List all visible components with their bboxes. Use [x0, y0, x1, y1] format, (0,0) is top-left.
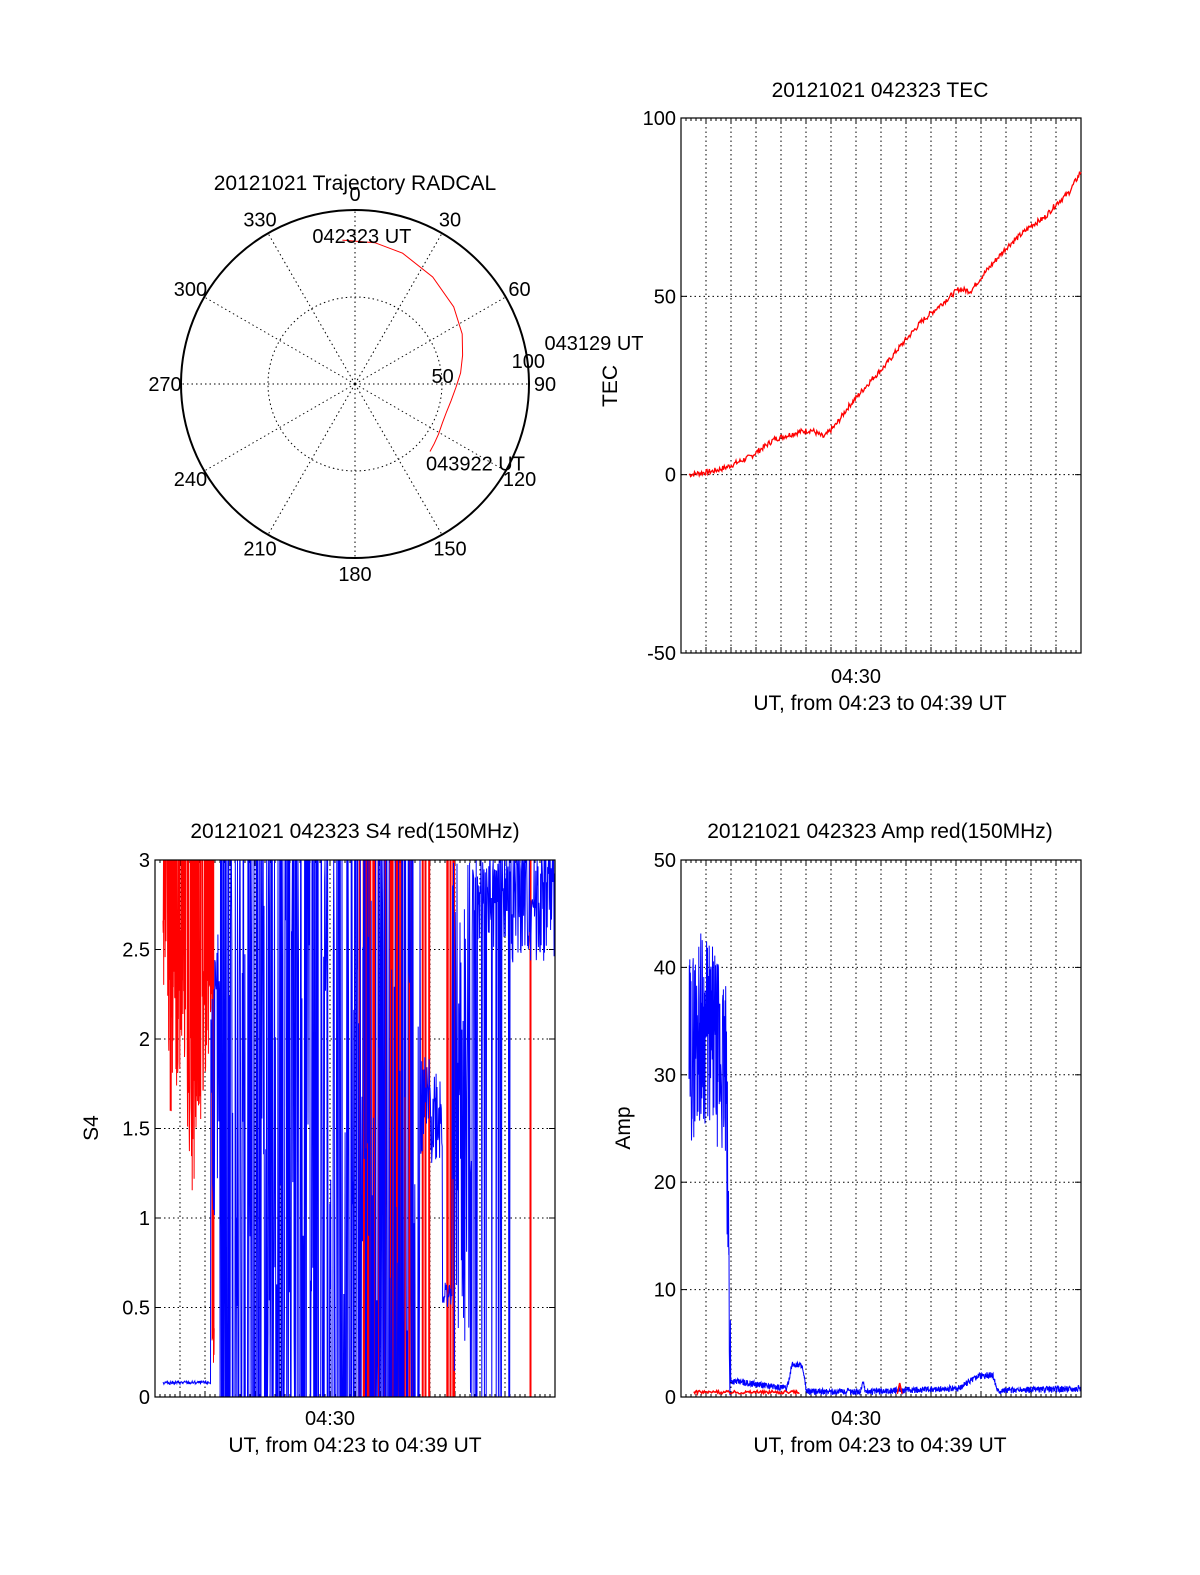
y-tick-label: 2.5 — [122, 940, 150, 962]
amp-frame — [680, 859, 1082, 1398]
s4-frame — [154, 859, 556, 1398]
trajectory-line — [342, 239, 464, 452]
y-tick-label: 1 — [139, 1208, 150, 1230]
trajectory-time-label: 042323 UT — [312, 226, 411, 248]
y-tick-label: 0 — [665, 465, 676, 487]
amp-plot: 20121021 042323 Amp red(150MHz) 0 10 20 30 4… — [612, 820, 1082, 1457]
polar-spoke — [354, 233, 443, 385]
polar-angle-label: 240 — [174, 469, 207, 491]
y-tick-label: 1.5 — [122, 1119, 150, 1141]
polar-radial-label: 100 — [512, 351, 545, 373]
y-tick-label: 2 — [139, 1029, 150, 1051]
polar-outer-circle — [180, 209, 530, 559]
tec-series-line — [688, 170, 1082, 478]
polar-spoke — [204, 296, 356, 385]
polar-angle-label: 210 — [243, 539, 276, 561]
y-tick-label: 0.5 — [122, 1298, 150, 1320]
tec-title: 20121021 042323 TEC — [772, 79, 989, 102]
s4-xlabel: UT, from 04:23 to 04:39 UT — [228, 1434, 481, 1457]
s4-red-series — [162, 859, 215, 1363]
polar-angle-label: 270 — [148, 374, 181, 396]
polar-angle-label: 150 — [433, 539, 466, 561]
polar-trajectory-plot: 20121021 Trajectory RADCAL 0 30 60 90 120 150… — [148, 172, 643, 586]
amp-blue-series — [688, 933, 1082, 1396]
tec-grid — [680, 117, 1082, 654]
s4-y-tick-labels: 0 0.5 1 1.5 2 2.5 3 — [122, 850, 150, 1409]
y-tick-label: 3 — [139, 850, 150, 872]
polar-spoke — [267, 233, 356, 385]
trajectory-time-labels: 042323 UT 043129 UT 043922 UT — [312, 226, 643, 475]
s4-title: 20121021 042323 S4 red(150MHz) — [190, 820, 519, 843]
polar-grid — [180, 209, 530, 559]
amp-title: 20121021 042323 Amp red(150MHz) — [707, 820, 1053, 843]
polar-spoke — [354, 383, 443, 535]
polar-angle-label: 0 — [349, 184, 360, 206]
y-tick-label: 50 — [654, 850, 676, 872]
s4-series — [162, 859, 556, 1398]
polar-radial-label: 50 — [432, 366, 454, 388]
y-tick-label: 40 — [654, 957, 676, 979]
tec-y-tick-labels: -50 0 50 100 — [643, 108, 676, 665]
polar-radial-labels: 50 100 — [432, 351, 545, 388]
y-tick-label: 30 — [654, 1065, 676, 1087]
s4-ylabel: S4 — [80, 1115, 103, 1141]
polar-angle-label: 30 — [439, 209, 461, 231]
s4-plot: 20121021 042323 S4 red(150MHz) 0 0.5 1 1.5 2… — [80, 820, 556, 1457]
polar-angle-label: 330 — [243, 209, 276, 231]
polar-angle-label: 180 — [338, 564, 371, 586]
trajectory-time-label: 043129 UT — [545, 333, 644, 355]
polar-angle-labels: 0 30 60 90 120 150 180 210 240 270 300 330 — [148, 184, 556, 586]
polar-spoke — [267, 383, 356, 535]
tec-x-tick: 04:30 — [831, 666, 881, 688]
polar-angle-label: 60 — [508, 279, 530, 301]
polar-angle-label: 120 — [503, 469, 536, 491]
y-tick-label: 20 — [654, 1172, 676, 1194]
y-tick-label: 10 — [654, 1280, 676, 1302]
amp-ylabel: Amp — [612, 1106, 635, 1149]
polar-spoke — [354, 296, 506, 385]
s4-x-tick: 04:30 — [305, 1408, 355, 1430]
y-tick-label: 100 — [643, 108, 676, 130]
polar-angle-label: 300 — [174, 279, 207, 301]
amp-grid — [680, 859, 1082, 1398]
amp-y-tick-labels: 0 10 20 30 40 50 — [654, 850, 676, 1409]
polar-angle-label: 90 — [534, 374, 556, 396]
amp-x-tick: 04:30 — [831, 1408, 881, 1430]
tec-frame — [680, 117, 1082, 654]
polar-spoke — [354, 383, 506, 472]
y-tick-label: -50 — [647, 643, 676, 665]
amp-series — [688, 933, 1082, 1397]
trajectory-time-label: 043922 UT — [426, 454, 525, 476]
y-tick-label: 0 — [139, 1387, 150, 1409]
y-tick-label: 50 — [654, 286, 676, 308]
tec-ylabel: TEC — [599, 365, 622, 407]
amp-xlabel: UT, from 04:23 to 04:39 UT — [753, 1434, 1006, 1457]
polar-spoke — [204, 383, 356, 472]
polar-title: 20121021 Trajectory RADCAL — [214, 172, 497, 195]
tec-plot: 20121021 042323 TEC -50 0 50 100 04:30 UT, … — [599, 79, 1082, 715]
amp-red-series — [693, 1382, 903, 1397]
tec-xlabel: UT, from 04:23 to 04:39 UT — [753, 692, 1006, 715]
y-tick-label: 0 — [665, 1387, 676, 1409]
